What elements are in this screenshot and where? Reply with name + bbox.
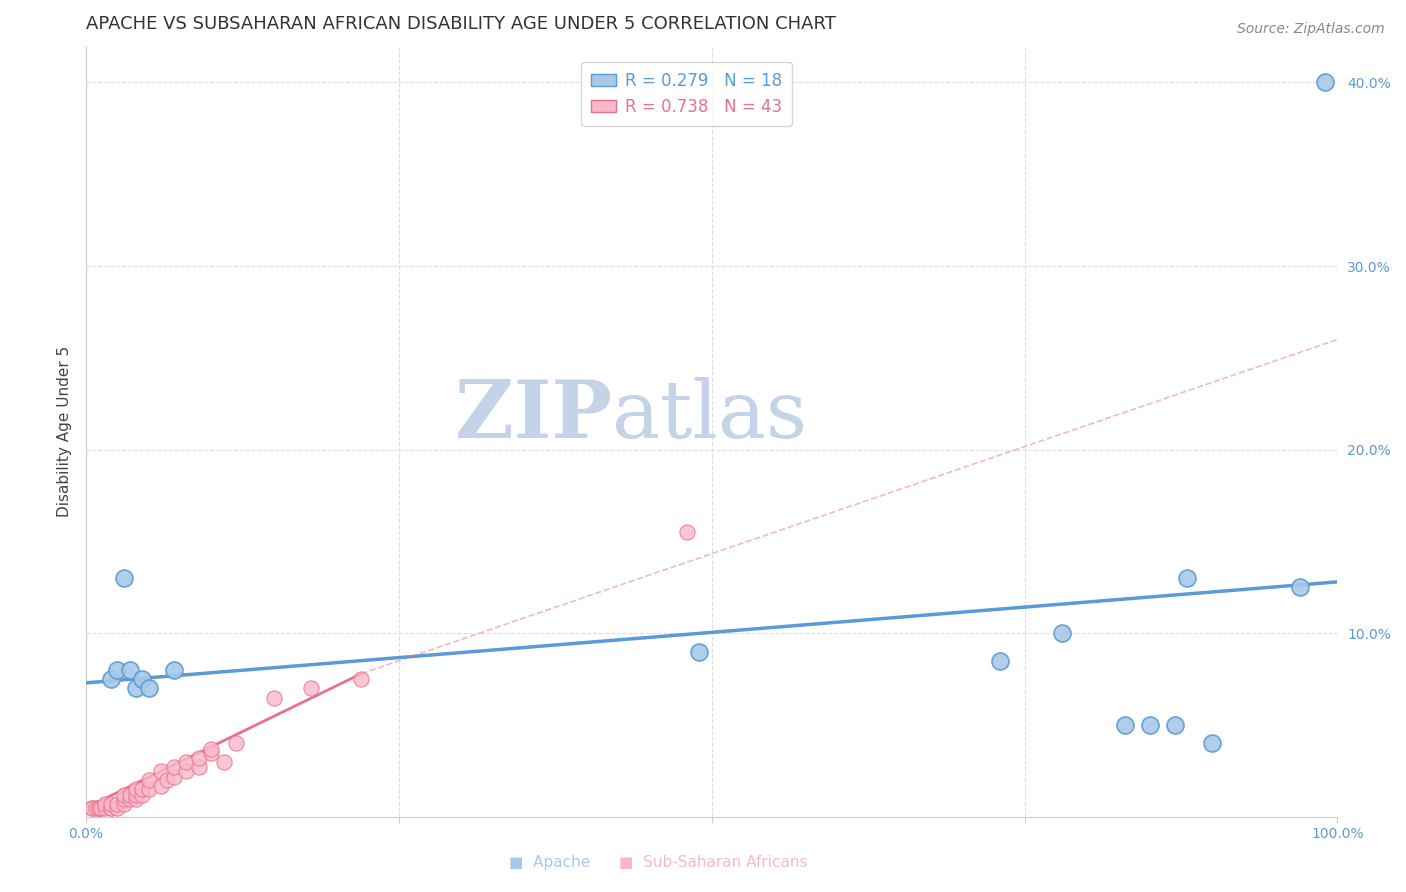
Text: ZIP: ZIP	[454, 376, 612, 455]
Point	[100, 801, 122, 815]
Point	[1201, 736, 1223, 750]
Point	[82, 801, 104, 815]
Point	[131, 672, 153, 686]
Legend: R = 0.279   N = 18, R = 0.738   N = 43: R = 0.279 N = 18, R = 0.738 N = 43	[582, 62, 792, 126]
Point	[1050, 626, 1073, 640]
Point	[350, 672, 373, 686]
Point	[1175, 571, 1198, 585]
Point	[1139, 718, 1161, 732]
Point	[87, 801, 110, 815]
Point	[125, 681, 148, 696]
Point	[174, 755, 197, 769]
Point	[112, 791, 135, 805]
Point	[131, 782, 153, 797]
Text: ■  Sub-Saharan Africans: ■ Sub-Saharan Africans	[619, 855, 807, 870]
Point	[688, 645, 710, 659]
Point	[138, 773, 160, 788]
Point	[150, 779, 173, 793]
Point	[1114, 718, 1136, 732]
Point	[1289, 580, 1312, 594]
Point	[156, 773, 179, 788]
Point	[112, 797, 135, 811]
Point	[100, 797, 122, 811]
Point	[100, 801, 122, 815]
Point	[174, 764, 197, 778]
Text: APACHE VS SUBSAHARAN AFRICAN DISABILITY AGE UNDER 5 CORRELATION CHART: APACHE VS SUBSAHARAN AFRICAN DISABILITY …	[86, 15, 837, 33]
Point	[187, 751, 209, 765]
Y-axis label: Disability Age Under 5: Disability Age Under 5	[58, 346, 72, 516]
Point	[131, 788, 153, 802]
Point	[105, 663, 128, 677]
Point	[212, 755, 235, 769]
Text: ■  Apache: ■ Apache	[509, 855, 591, 870]
Text: atlas: atlas	[612, 376, 807, 455]
Point	[988, 654, 1011, 668]
Point	[163, 770, 186, 784]
Point	[112, 788, 135, 802]
Point	[200, 746, 222, 760]
Point	[87, 801, 110, 815]
Point	[125, 788, 148, 802]
Point	[138, 782, 160, 797]
Text: Source: ZipAtlas.com: Source: ZipAtlas.com	[1237, 22, 1385, 37]
Point	[1164, 718, 1187, 732]
Point	[94, 797, 117, 811]
Point	[263, 690, 285, 705]
Point	[84, 801, 107, 815]
Point	[87, 801, 110, 815]
Point	[90, 801, 112, 815]
Point	[150, 764, 173, 778]
Point	[105, 801, 128, 815]
Point	[187, 760, 209, 774]
Point	[163, 663, 186, 677]
Point	[118, 791, 141, 805]
Point	[1313, 75, 1336, 89]
Point	[105, 797, 128, 811]
Point	[94, 801, 117, 815]
Point	[125, 791, 148, 805]
Point	[675, 525, 697, 540]
Point	[299, 681, 322, 696]
Point	[163, 760, 186, 774]
Point	[138, 681, 160, 696]
Point	[112, 571, 135, 585]
Point	[82, 801, 104, 815]
Point	[118, 788, 141, 802]
Point	[225, 736, 247, 750]
Point	[100, 672, 122, 686]
Point	[125, 782, 148, 797]
Point	[118, 663, 141, 677]
Point	[200, 742, 222, 756]
